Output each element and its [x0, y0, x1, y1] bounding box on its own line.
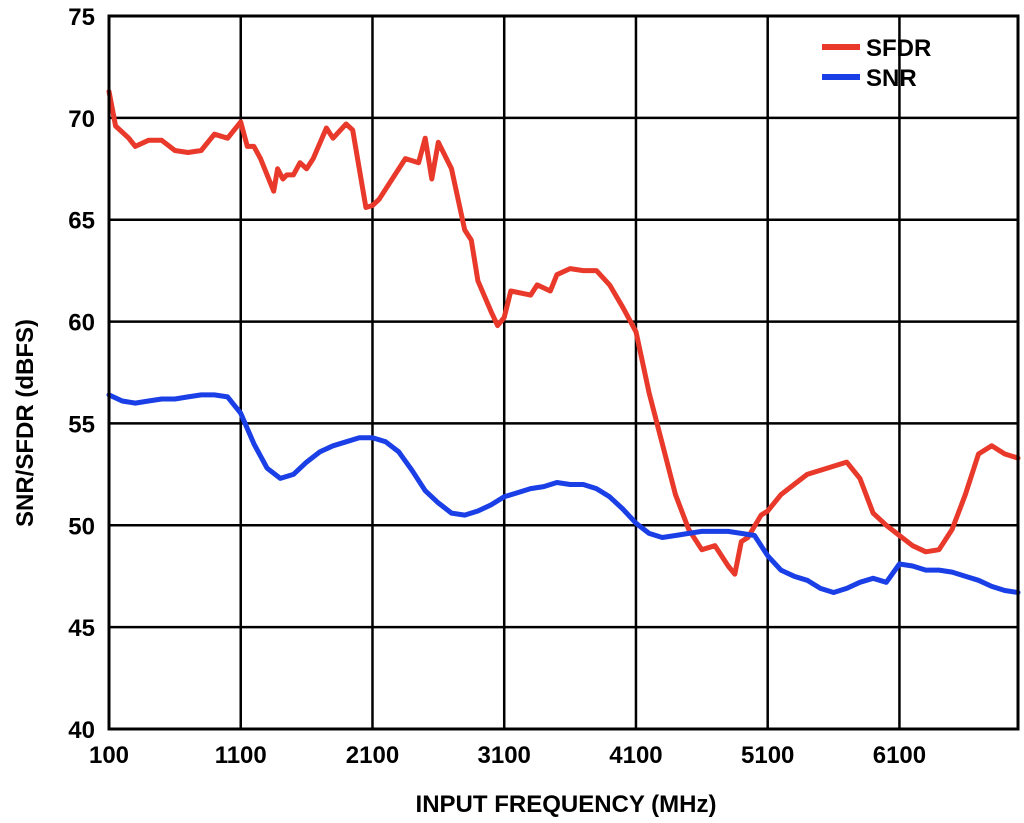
y-tick-label: 50 — [68, 513, 95, 540]
y-tick-labels: 40 45 50 55 60 65 70 75 — [68, 4, 95, 744]
y-tick-label: 65 — [68, 208, 95, 235]
x-tick-label: 2100 — [346, 742, 399, 769]
grid — [107, 14, 1018, 731]
x-tick-label: 6100 — [873, 742, 926, 769]
legend-label-snr: SNR — [866, 65, 917, 92]
plot-frame — [107, 14, 1020, 731]
x-tick-label: 3100 — [478, 742, 531, 769]
x-tick-label: 5100 — [741, 742, 794, 769]
y-axis-label: SNR/SFDR (dBFS) — [12, 319, 39, 527]
x-tick-label: 100 — [89, 742, 129, 769]
x-tick-labels: 100 1100 2100 3100 4100 5100 6100 — [89, 742, 926, 769]
y-tick-label: 45 — [68, 615, 95, 642]
y-tick-label: 40 — [68, 717, 95, 744]
series-line-sfdr — [106, 88, 1021, 577]
y-tick-label: 60 — [68, 310, 95, 337]
series-line-snr — [106, 392, 1021, 595]
legend: SFDR SNR — [822, 35, 931, 92]
y-tick-label: 75 — [68, 4, 95, 31]
x-tick-label: 1100 — [215, 742, 267, 769]
y-tick-label: 55 — [68, 411, 95, 438]
x-tick-label: 4100 — [609, 742, 662, 769]
legend-label-sfdr: SFDR — [866, 35, 931, 62]
y-tick-label: 70 — [68, 106, 95, 133]
data-series — [106, 88, 1021, 595]
x-axis-label: INPUT FREQUENCY (MHz) — [416, 791, 717, 818]
